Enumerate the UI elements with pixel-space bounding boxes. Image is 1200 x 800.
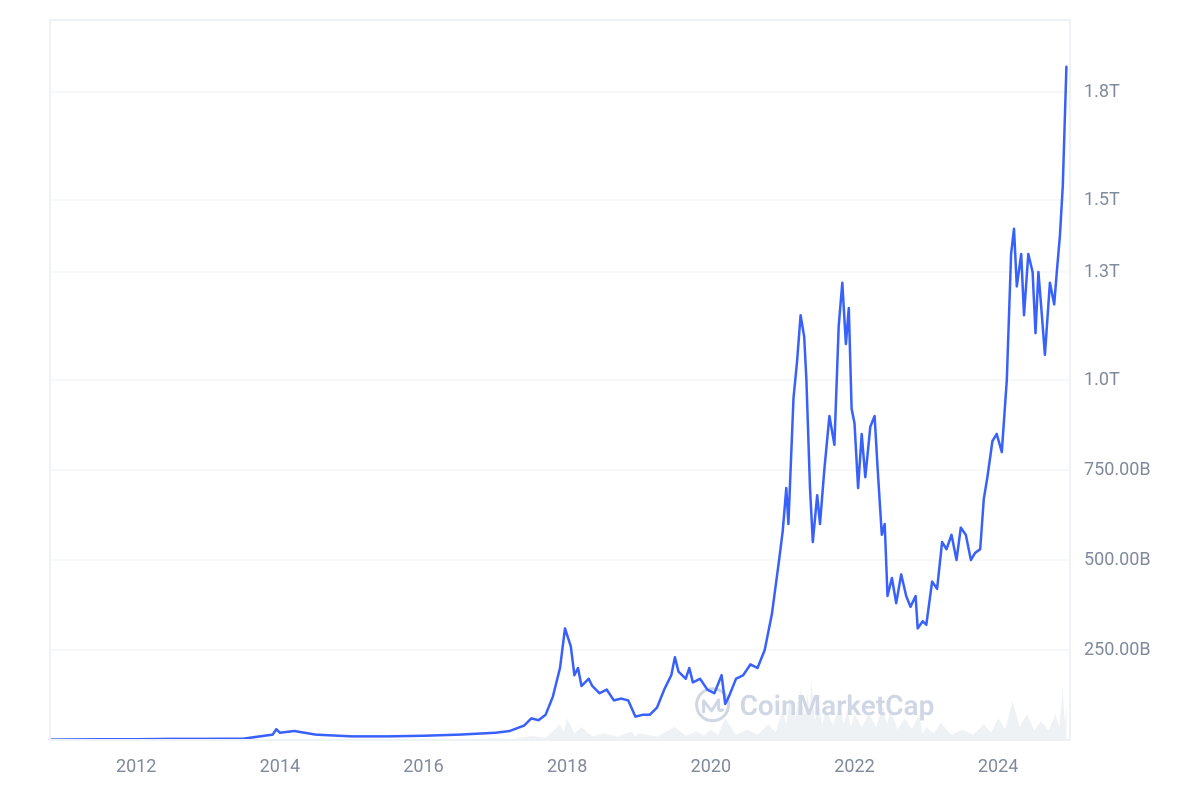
chart-svg: CoinMarketCap 250.00B 500.00B 750.00B 1.0T 1.… <box>0 0 1200 800</box>
y-tick-label: 1.8T <box>1084 81 1120 102</box>
y-tick-label: 500.00B <box>1084 549 1151 570</box>
x-tick-label: 2020 <box>691 756 731 777</box>
x-tick-label: 2018 <box>547 756 587 777</box>
market-cap-chart: CoinMarketCap 250.00B 500.00B 750.00B 1.0T 1.… <box>0 0 1200 800</box>
x-tick-label: 2012 <box>116 756 156 777</box>
x-tick-label: 2024 <box>978 756 1018 777</box>
x-tick-label: 2022 <box>834 756 874 777</box>
y-tick-label: 250.00B <box>1084 639 1151 660</box>
y-tick-label: 1.0T <box>1084 369 1120 390</box>
y-tick-label: 1.3T <box>1084 261 1120 282</box>
watermark-text: CoinMarketCap <box>740 689 935 722</box>
y-tick-label: 750.00B <box>1084 459 1151 480</box>
x-tick-label: 2016 <box>403 756 443 777</box>
x-tick-label: 2014 <box>260 756 300 777</box>
y-tick-label: 1.5T <box>1084 189 1120 210</box>
